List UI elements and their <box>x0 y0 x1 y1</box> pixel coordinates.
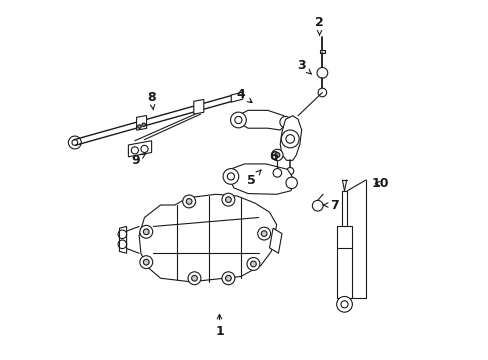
Polygon shape <box>231 92 242 102</box>
Circle shape <box>191 275 197 281</box>
Polygon shape <box>237 111 287 130</box>
Polygon shape <box>139 194 276 282</box>
Polygon shape <box>229 164 294 194</box>
Text: 1: 1 <box>215 314 224 338</box>
Text: 2: 2 <box>314 16 323 35</box>
Text: 9: 9 <box>131 154 145 167</box>
Circle shape <box>312 201 323 211</box>
Circle shape <box>142 123 145 127</box>
Circle shape <box>140 256 152 269</box>
Polygon shape <box>193 99 203 114</box>
Circle shape <box>230 112 246 128</box>
Circle shape <box>317 88 326 97</box>
Circle shape <box>222 272 234 285</box>
Text: 7: 7 <box>323 198 338 212</box>
Circle shape <box>183 195 195 208</box>
Circle shape <box>225 197 231 203</box>
Circle shape <box>285 177 297 189</box>
Polygon shape <box>280 116 301 160</box>
Polygon shape <box>269 228 282 253</box>
Circle shape <box>143 259 149 265</box>
Circle shape <box>138 125 141 129</box>
Circle shape <box>281 130 299 148</box>
Bar <box>319 50 325 53</box>
Circle shape <box>316 67 327 78</box>
Circle shape <box>222 193 234 206</box>
Circle shape <box>286 167 293 175</box>
Circle shape <box>223 168 238 184</box>
Polygon shape <box>128 141 151 157</box>
Text: 6: 6 <box>269 150 278 163</box>
Circle shape <box>274 153 279 157</box>
Circle shape <box>261 231 266 237</box>
Text: 4: 4 <box>236 88 251 103</box>
Circle shape <box>186 199 192 204</box>
Circle shape <box>257 227 270 240</box>
Circle shape <box>188 272 201 285</box>
Text: 3: 3 <box>297 59 310 74</box>
Text: 10: 10 <box>371 177 388 190</box>
Bar <box>336 226 352 298</box>
Circle shape <box>225 275 231 281</box>
Circle shape <box>272 168 281 177</box>
Text: 8: 8 <box>147 91 156 110</box>
Polygon shape <box>136 116 146 130</box>
Text: 5: 5 <box>247 170 261 186</box>
Circle shape <box>271 149 283 161</box>
Polygon shape <box>119 226 126 253</box>
Circle shape <box>336 296 352 312</box>
Circle shape <box>143 229 149 235</box>
Circle shape <box>140 225 152 238</box>
Circle shape <box>246 257 259 270</box>
Circle shape <box>279 116 291 128</box>
Bar <box>341 191 346 226</box>
Circle shape <box>250 261 256 267</box>
